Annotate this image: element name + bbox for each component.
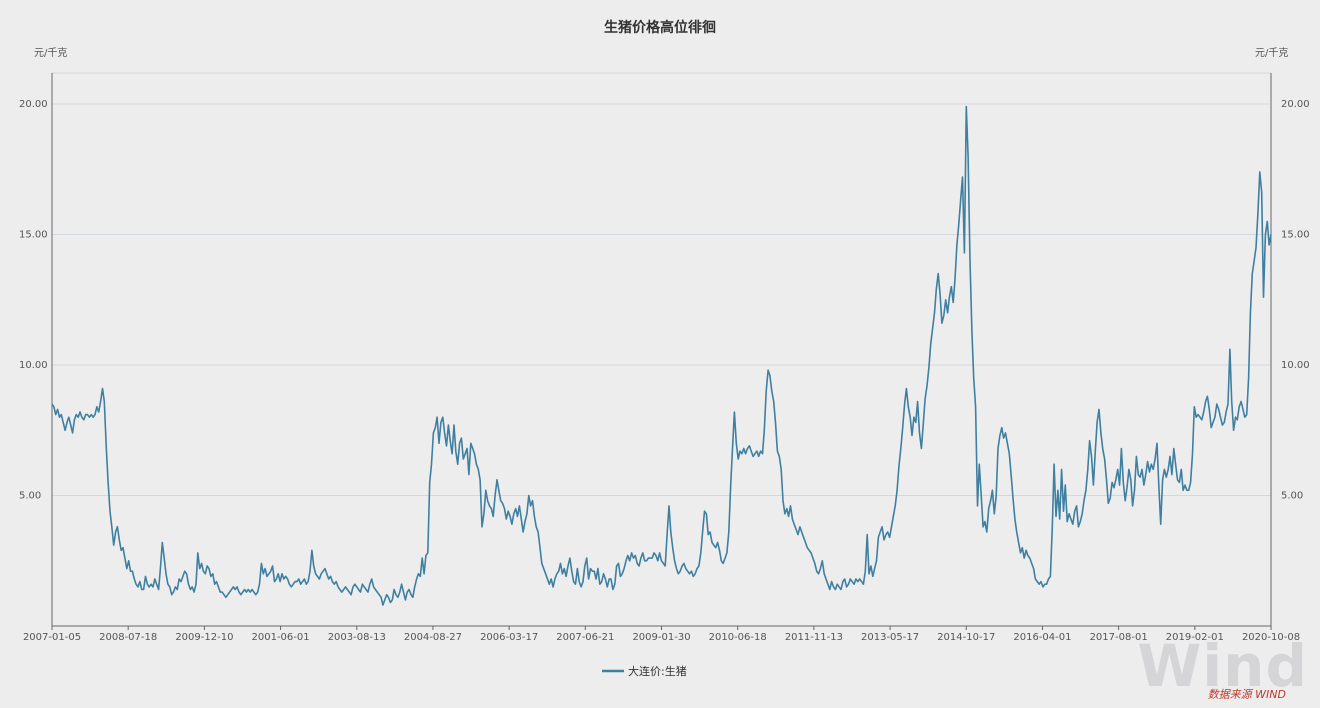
x-tick-label: 2020-10-08	[1242, 632, 1300, 643]
y-tick-label-left: 10.00	[19, 360, 48, 371]
x-tick-label: 2013-05-17	[861, 632, 919, 643]
x-tick-label: 2019-02-01	[1166, 632, 1224, 643]
y-axis-unit-right: 元/千克	[1255, 47, 1288, 59]
y-tick-label-right: 15.00	[1281, 230, 1310, 241]
y-axis-unit-left: 元/千克	[34, 47, 67, 59]
x-tick-label: 2007-01-05	[23, 632, 81, 643]
y-tick-label-right: 20.00	[1281, 99, 1310, 110]
x-tick-label: 2010-06-18	[709, 632, 767, 643]
x-tick-label: 2007-06-21	[556, 632, 614, 643]
y-tick-label-left: 5.00	[19, 491, 41, 502]
x-tick-label: 2004-08-27	[404, 632, 462, 643]
x-tick-label: 2009-12-10	[175, 632, 233, 643]
x-tick-label: 2009-01-30	[632, 632, 690, 643]
watermark-source: 数据来源 WIND	[1207, 688, 1286, 701]
x-tick-label: 2014-10-17	[937, 632, 995, 643]
x-tick-label: 2011-11-13	[785, 632, 843, 643]
y-tick-label-left: 20.00	[19, 99, 48, 110]
x-tick-label: 2008-07-18	[99, 632, 157, 643]
legend-label: 大连价:生猪	[628, 664, 687, 678]
y-tick-label-left: 15.00	[19, 230, 48, 241]
series-line	[51, 105, 1272, 606]
x-tick-label: 2003-08-13	[328, 632, 386, 643]
x-tick-label: 2006-03-17	[480, 632, 538, 643]
chart-title: 生猪价格高位徘徊	[604, 19, 716, 36]
watermark-logo: Wind	[1137, 632, 1308, 700]
y-tick-label-right: 5.00	[1281, 491, 1303, 502]
x-tick-label: 2016-04-01	[1013, 632, 1071, 643]
y-tick-label-right: 10.00	[1281, 360, 1310, 371]
x-tick-label: 2001-06-01	[252, 632, 310, 643]
x-tick-label: 2017-08-01	[1090, 632, 1148, 643]
